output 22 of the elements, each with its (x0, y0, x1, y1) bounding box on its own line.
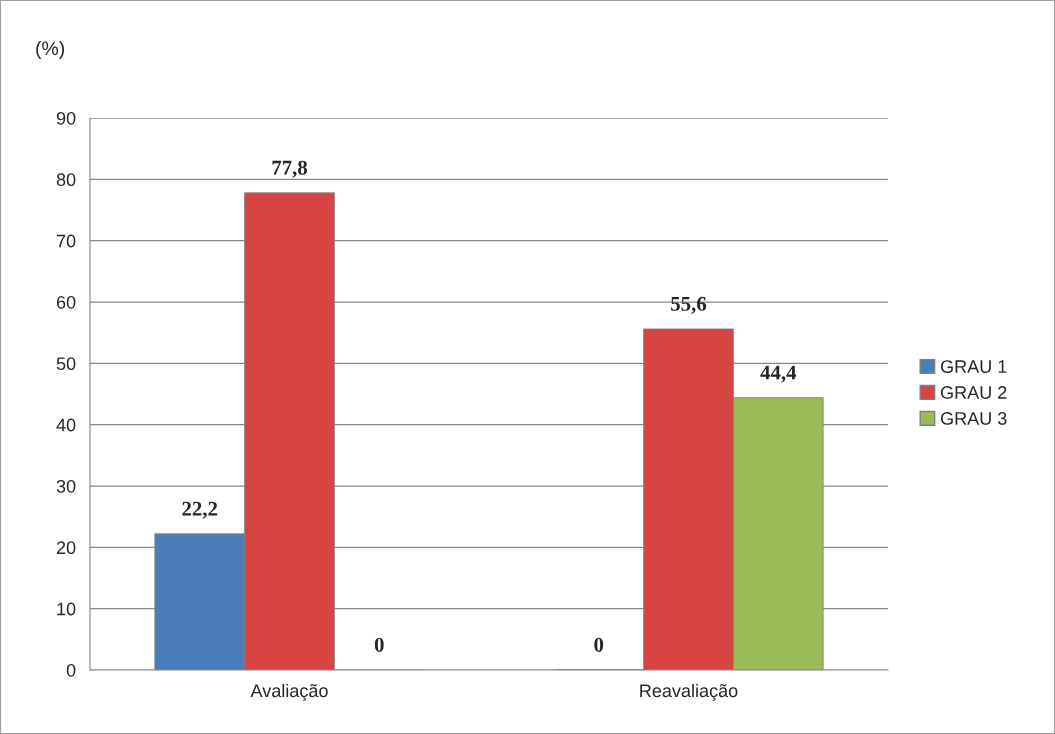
data-label: 0 (374, 637, 384, 652)
y-tick-label: 50 (56, 357, 76, 371)
y-tick-label: 0 (66, 663, 76, 677)
data-label: 0 (594, 637, 604, 652)
y-tick-label: 90 (56, 111, 76, 125)
data-label: 44,4 (760, 365, 797, 383)
y-tick-label: 40 (56, 418, 76, 432)
y-tick-label: 60 (56, 295, 76, 309)
data-label: 22,2 (182, 501, 218, 519)
y-tick-label: 10 (57, 602, 76, 616)
y-axis-title: (%) (36, 40, 65, 60)
y-tick-label: 80 (56, 173, 76, 187)
data-label: 77,8 (272, 160, 308, 178)
data-label: 55,6 (671, 296, 707, 314)
y-tick-label: 20 (56, 541, 76, 555)
legend-label: GRAU 3 (940, 412, 1007, 425)
y-tick-label: 30 (56, 479, 76, 493)
x-tick-label: Reavaliação (640, 683, 738, 701)
legend-label: GRAU 2 (940, 386, 1007, 399)
legend-label: GRAU 1 (940, 360, 1007, 373)
y-tick-label: 70 (56, 234, 76, 248)
x-tick-label: Avaliação (250, 683, 328, 701)
